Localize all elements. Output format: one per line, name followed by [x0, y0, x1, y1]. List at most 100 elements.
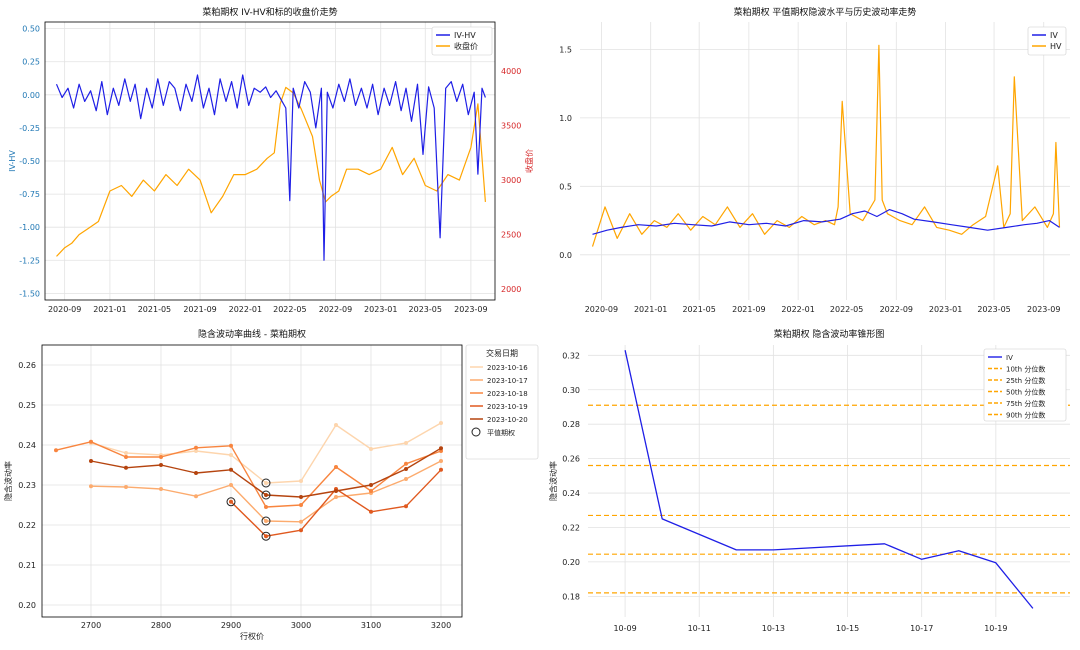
ytick-left-label: -0.50 [19, 157, 40, 166]
atm-marker [261, 531, 271, 541]
plot-frame [41, 344, 463, 618]
xtick-label: 2020-09 [585, 305, 618, 314]
ytick-label: 0.5 [559, 182, 572, 191]
ytick-label: 0.20 [562, 558, 580, 567]
xtick-label: 2021-01 [634, 305, 667, 314]
atm-marker [261, 478, 271, 488]
series-point [404, 441, 408, 445]
xtick-label: 3000 [291, 621, 311, 630]
xtick-label: 3100 [361, 621, 381, 630]
legend-label: 2023-10-17 [487, 377, 528, 385]
series-point [194, 471, 198, 475]
chart-title: 隐含波动率曲线 - 菜粕期权 [198, 328, 306, 340]
series-point [124, 455, 128, 459]
xtick-label: 10-17 [910, 624, 933, 633]
legend-box [983, 348, 1067, 422]
ytick-left-label: -1.50 [19, 289, 40, 298]
atm-marker [226, 497, 236, 507]
ytick-left-label: -0.25 [19, 124, 40, 133]
chart-title: 菜粕期权 IV-HV和标的收盘价走势 [202, 6, 337, 18]
series-point [439, 446, 443, 451]
series-point [334, 423, 338, 427]
legend-label: 25th 分位数 [1006, 376, 1045, 385]
series-point [299, 479, 303, 483]
series-point [404, 477, 408, 481]
series-point [159, 455, 163, 459]
xtick-label: 3200 [431, 621, 451, 630]
xtick-label: 10-13 [762, 624, 785, 633]
series-point [229, 453, 233, 457]
series-point [439, 467, 443, 472]
series-point [194, 449, 198, 453]
ytick-label: 0.21 [18, 561, 36, 570]
series-point [334, 489, 338, 493]
series-line-close [56, 86, 486, 257]
chart-iv-hv-trend: 菜粕期权 平值期权隐波水平与历史波动率走势 1.5 1.0 0.5 0.0 2020-09… [559, 6, 1070, 314]
ytick-right-label: 3000 [501, 176, 521, 185]
xtick-label: 10-11 [688, 624, 711, 633]
xtick-label: 10-09 [613, 624, 636, 633]
ylabel: 隐含波动率 [3, 461, 13, 501]
series-point [369, 489, 373, 493]
series-point [89, 459, 93, 463]
legend-label: 10th 分位数 [1006, 365, 1045, 374]
legend-box [431, 26, 493, 56]
legend-box [1027, 26, 1067, 56]
series-point [229, 443, 233, 448]
series-point [264, 505, 268, 509]
chart-title: 菜粕期权 平值期权隐波水平与历史波动率走势 [734, 6, 917, 18]
series-point [264, 493, 268, 497]
xtick-label: 10-19 [984, 624, 1007, 633]
ytick-label: 0.24 [18, 441, 36, 450]
series-line-2023-10-16 [90, 422, 442, 484]
ylabel-right: 收盘价 [524, 149, 534, 173]
series-point [124, 465, 128, 470]
ytick-label: 0.20 [18, 601, 36, 610]
series-point [264, 519, 268, 523]
xtick-label: 2022-09 [880, 305, 913, 314]
ytick-label: 0.22 [562, 523, 580, 532]
series-line-2023-10-20 [90, 447, 442, 498]
series-line-2023-10-18 [55, 441, 442, 508]
xtick-label: 2020-09 [48, 305, 81, 314]
xtick-label: 2022-01 [781, 305, 814, 314]
xtick-label: 2023-05 [977, 305, 1010, 314]
xtick-label: 2022-05 [830, 305, 863, 314]
plot-frame [44, 21, 496, 301]
legend-box [465, 344, 539, 460]
legend-label: 2023-10-19 [487, 403, 528, 411]
series-point [334, 465, 338, 469]
series-point [404, 467, 408, 471]
series-point [124, 451, 128, 455]
ylabel: 隐含波动率 [548, 461, 558, 501]
ytick-left-label: 0.25 [22, 58, 40, 67]
xtick-label: 2023-05 [409, 305, 442, 314]
legend-label: IV-HV [454, 31, 476, 40]
xtick-label: 2023-09 [454, 305, 487, 314]
xtick-label: 2021-01 [93, 305, 126, 314]
legend-label: 2023-10-20 [487, 416, 528, 424]
series-point [229, 499, 233, 504]
ytick-label: 1.0 [559, 114, 572, 123]
ytick-label: 0.23 [18, 481, 36, 490]
xtick-label: 2023-09 [1027, 305, 1060, 314]
legend-atm-marker [471, 427, 481, 437]
series-point [194, 445, 198, 450]
chart-iv-cone: 菜粕期权 隐含波动率锥形图 0.32 0.30 0.28 0.26 0.24 0.22 0.2… [548, 328, 1070, 633]
xtick-label: 2022-09 [319, 305, 352, 314]
ytick-label: 0.22 [18, 521, 36, 530]
ytick-label: 0.32 [562, 351, 580, 360]
xlabel: 行权价 [240, 631, 264, 641]
series-point [439, 459, 443, 463]
series-point [159, 463, 163, 467]
xtick-label: 2022-01 [229, 305, 262, 314]
atm-marker [261, 516, 271, 526]
ytick-left-label: -1.00 [19, 223, 40, 232]
ytick-right-label: 2000 [501, 285, 521, 294]
xtick-label: 2900 [221, 621, 241, 630]
series-point [89, 439, 93, 444]
xtick-label: 2023-01 [929, 305, 962, 314]
ytick-right-label: 4000 [501, 67, 521, 76]
